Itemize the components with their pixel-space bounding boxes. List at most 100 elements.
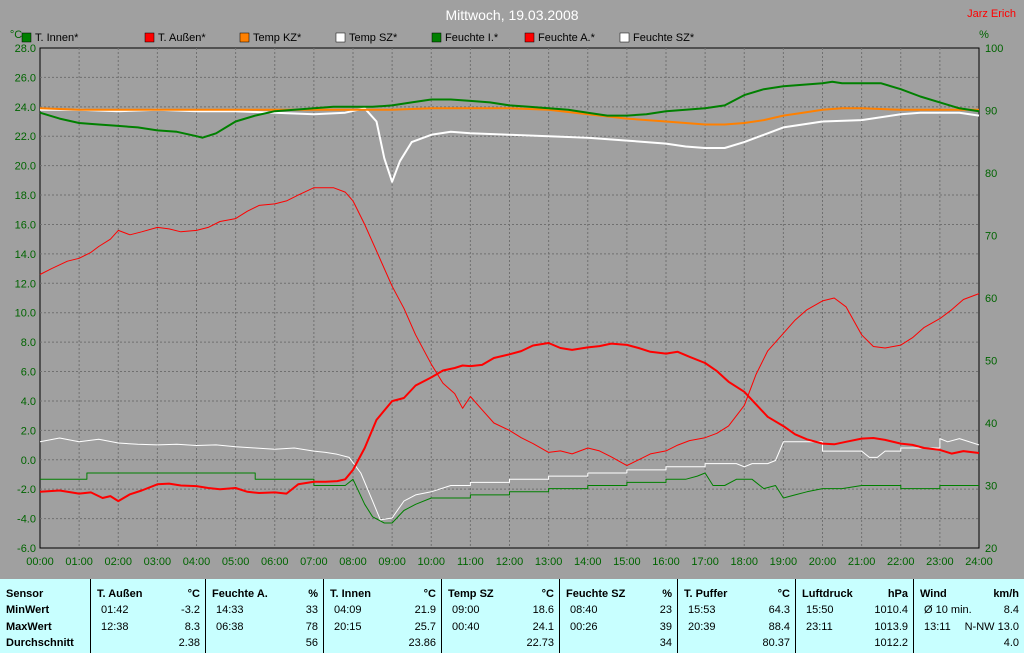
stats-average: 80.37 [762, 637, 790, 649]
stats-min-value: 8.4 [1003, 604, 1019, 616]
left-tick-label: 22.0 [15, 131, 36, 143]
legend-entry: Feuchte SZ* [633, 32, 695, 44]
series-line-feuchte-sz [39, 437, 980, 521]
right-tick-label: 20 [985, 543, 997, 555]
stats-max-value: 25.7 [414, 621, 436, 633]
right-axis-unit: % [979, 29, 989, 41]
stats-label-column: Sensor MinWert MaxWert Durchschnitt [0, 579, 90, 653]
stats-max-time: 06:38 [216, 621, 244, 633]
stats-max-time: 20:15 [334, 621, 362, 633]
left-tick-label: 12.0 [15, 278, 36, 290]
stats-sensor-name: Temp SZ [448, 588, 494, 600]
stats-average: 34 [659, 637, 672, 649]
stats-max-time: 12:38 [101, 621, 129, 633]
stats-max-value: 88.4 [768, 621, 790, 633]
stats-max-value: 78 [305, 621, 318, 633]
series-line-t-aussen [39, 187, 980, 467]
left-tick-label: -4.0 [17, 514, 36, 526]
stats-column: T. Außen °C 01:42 -3.2 12:38 8.3 2.38 [90, 579, 206, 653]
stats-sensor-unit: °C [777, 588, 790, 600]
stats-max-value: 1013.9 [874, 621, 908, 633]
stats-min-value: 23 [659, 604, 672, 616]
left-tick-label: 6.0 [21, 367, 36, 379]
right-tick-label: 90 [985, 106, 997, 118]
legend: T. Innen* T. Außen* Temp KZ* Temp SZ* Feucht… [21, 32, 695, 44]
x-tick-label: 03:00 [144, 556, 172, 568]
series-line-t-innen [39, 80, 980, 139]
x-tick-label: 05:00 [222, 556, 250, 568]
x-tick-label: 10:00 [417, 556, 445, 568]
stats-max-time: 20:39 [688, 621, 716, 633]
legend-swatch [431, 32, 442, 43]
stats-max-time: 23:11 [806, 621, 833, 633]
x-tick-label: 11:00 [457, 556, 484, 568]
stats-min-time: 14:33 [216, 604, 244, 616]
stats-column: T. Innen °C 04:09 21.9 20:15 25.7 23.86 [323, 579, 442, 653]
right-tick-label: 100 [985, 43, 1003, 55]
right-tick-label: 40 [985, 418, 997, 430]
stats-average: 1012.2 [874, 637, 908, 649]
left-tick-label: 4.0 [21, 396, 36, 408]
x-tick-label: 16:00 [652, 556, 680, 568]
right-tick-label: 70 [985, 231, 997, 243]
stats-sensor-unit: °C [541, 588, 554, 600]
left-tick-label: 16.0 [15, 219, 36, 231]
legend-entry: Temp SZ* [349, 32, 398, 44]
stats-min-value: 64.3 [768, 604, 790, 616]
stats-min-value: -3.2 [181, 604, 200, 616]
legend-entry: T. Innen* [35, 32, 79, 44]
left-tick-label: 8.0 [21, 337, 36, 349]
legend-entry: Feuchte I.* [445, 32, 499, 44]
left-tick-label: 2.0 [21, 425, 36, 437]
stats-average: 56 [305, 637, 318, 649]
stats-max-value: N-NW 13.0 [964, 621, 1019, 633]
stats-max-value: 8.3 [184, 621, 200, 633]
right-tick-label: 80 [985, 168, 997, 180]
stats-column: Temp SZ °C 09:00 18.6 00:40 24.1 22.73 [441, 579, 560, 653]
x-tick-label: 22:00 [887, 556, 915, 568]
stats-sensor-unit: °C [423, 588, 436, 600]
x-axis-ticks: 00:00 01:00 02:00 03:00 04:00 05:00 06:00 07:00… [26, 556, 993, 568]
stats-sensor-name: Feuchte SZ [566, 588, 626, 600]
stats-average: 4.0 [1003, 637, 1019, 649]
stats-sensor-name: Wind [920, 588, 947, 600]
left-axis-ticks: 28.0 26.0 24.0 22.0 20.0 18.0 16.0 14.0 12.0 10.0… [15, 43, 36, 555]
stats-min-time: 01:42 [101, 604, 129, 616]
stats-max-time: 00:40 [452, 621, 480, 633]
x-tick-label: 17:00 [691, 556, 719, 568]
x-tick-label: 23:00 [926, 556, 954, 568]
legend-swatch [21, 32, 32, 43]
x-tick-label: 00:00 [26, 556, 54, 568]
left-tick-label: 14.0 [15, 249, 36, 261]
x-tick-label: 04:00 [183, 556, 211, 568]
stats-min-value: 33 [305, 604, 318, 616]
legend-entry: T. Außen* [158, 32, 206, 44]
x-tick-label: 19:00 [770, 556, 798, 568]
stats-min-time: Ø 10 min. [924, 604, 972, 616]
x-tick-label: 14:00 [574, 556, 602, 568]
stats-max-value: 24.1 [532, 621, 554, 633]
stats-row-max: MaxWert [6, 621, 52, 633]
legend-swatch [239, 32, 250, 43]
stats-min-value: 18.6 [532, 604, 554, 616]
stats-column: Feuchte A.% 14:33 33 06:38 78 56 [205, 579, 324, 653]
weather-chart: Mittwoch, 19.03.2008 Jarz Erich °C % T. … [10, 7, 1016, 568]
series-line-feuchte-a [39, 342, 980, 503]
x-tick-label: 24:00 [965, 556, 993, 568]
x-tick-label: 08:00 [339, 556, 367, 568]
stats-sensor-unit: % [308, 588, 318, 600]
left-tick-label: -2.0 [17, 484, 36, 496]
stats-column: Luftdruck hPa 15:50 1010.4 23:11 1013.9 1012.2 [795, 579, 914, 653]
legend-swatch [144, 32, 155, 43]
stats-max-value: 39 [659, 621, 672, 633]
left-axis-unit: °C [10, 29, 22, 41]
legend-swatch [524, 32, 535, 43]
stats-sensor-unit: °C [187, 588, 200, 600]
stats-row-sensor: Sensor [6, 588, 44, 600]
x-tick-label: 02:00 [104, 556, 132, 568]
stats-max-time: 00:26 [570, 621, 598, 633]
x-tick-label: 07:00 [300, 556, 328, 568]
x-tick-label: 12:00 [496, 556, 524, 568]
left-tick-label: 26.0 [15, 72, 36, 84]
left-tick-label: 24.0 [15, 102, 36, 114]
